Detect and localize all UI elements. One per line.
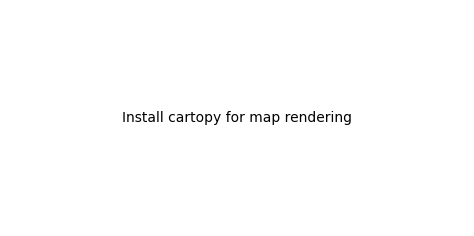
Text: Install cartopy for map rendering: Install cartopy for map rendering <box>122 111 352 125</box>
